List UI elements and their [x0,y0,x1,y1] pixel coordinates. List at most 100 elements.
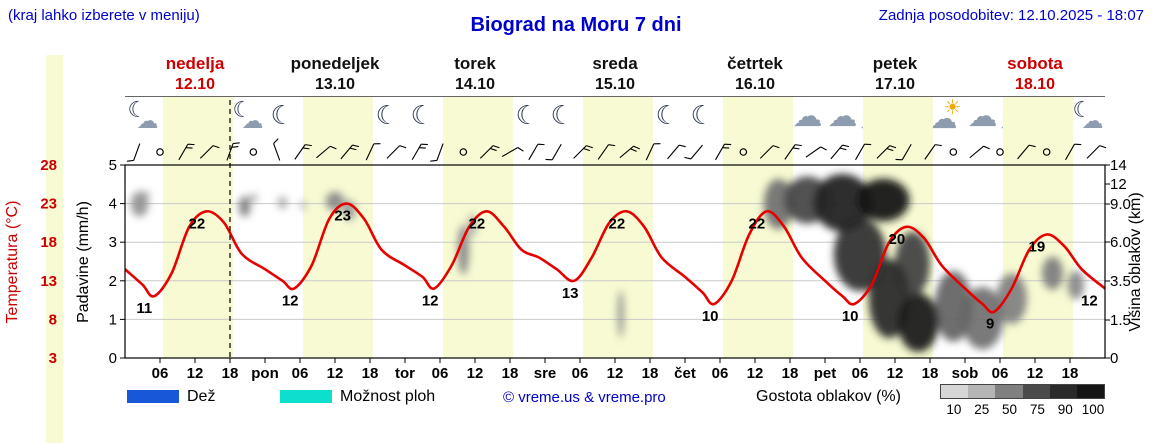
wind-barb-icon [178,143,195,161]
cloud-scale-segment [995,385,1023,398]
cloud-density-legend-label: Gostota oblakov (%) [756,388,901,405]
cloud-scale-segment [941,385,969,398]
cloud-blob [813,174,872,232]
cloud-blob [130,191,149,217]
cloud-density-scale [940,384,1105,399]
moon-cloud-weather-icon: ☾ ☁ [230,98,266,134]
moon-glyph: ☾ [515,100,539,130]
precip-tick-label: 4 [109,196,117,213]
day-date: 13.10 [314,76,356,93]
temp-value-label: 10 [842,308,859,325]
temp-tick-label: 23 [40,196,57,213]
precip-tick-label: 2 [109,273,117,290]
cloud-blob [617,290,624,338]
day-date: 12.10 [174,76,216,93]
temp-tick-label: 18 [40,234,57,251]
x-tick-label: 12 [467,365,484,382]
moon-weather-icon: ☾ [685,98,721,134]
cloud-glyph: ☁ [792,100,823,133]
cloud-blob [897,293,939,352]
temperature-curve [125,202,1105,314]
wind-barb-icon [1065,143,1082,161]
temperature-line [125,202,1105,314]
cloud-scale-tick-label: 75 [1029,402,1045,417]
copyright-link[interactable]: © vreme.us & vreme.pro [503,389,666,406]
x-tick-label: 12 [1027,365,1044,382]
x-tick-label: 06 [292,365,309,382]
cloud-tick-label: 1.5 [1110,312,1131,329]
calm-wind-icon [459,148,468,156]
cloud-blob [238,196,251,217]
cloud-scale-segment [1049,385,1077,398]
x-tick-label: 18 [222,365,239,382]
cloud-blob [1042,256,1063,290]
temp-value-label: 22 [188,215,205,232]
day-header: petek 17.10 [825,54,965,94]
day-date: 16.10 [734,76,776,93]
wind-barb-icon [597,144,616,160]
wind-barb-row [126,138,1107,162]
cloud-tick-label: 3.5 [1110,273,1131,290]
x-tick-label: 06 [152,365,169,382]
day-name: torek [454,54,496,73]
temp-value-label: 22 [468,215,485,232]
day-abbr-label: sre [534,365,557,382]
rain-legend-label: Dež [187,388,216,405]
day-header: sobota 18.10 [965,54,1105,94]
x-tick-label: 12 [327,365,344,382]
calm-wind-icon [949,148,958,156]
day-name: petek [872,54,918,73]
calm-wind-icon [996,148,1004,156]
temp-tick-label: 28 [40,157,57,174]
moon-glyph: ☾ [270,100,294,130]
wind-barb-icon [1086,145,1107,159]
x-tick-label: 12 [747,365,764,382]
cloud-blob [1067,270,1085,300]
moon-weather-icon: ☾ [265,98,301,134]
day-header: sreda 15.10 [545,54,685,94]
wind-barb-icon [924,144,942,160]
precip-tick-label: 1 [109,311,117,328]
temp-value-label: 11 [136,300,152,317]
cloud-scale-tick-label: 50 [1002,402,1018,417]
x-tick-label: 12 [607,365,624,382]
temp-value-label: 9 [986,316,994,333]
axis-ticks-and-labels: 06 12 18 pon 06 12 18 tor 06 12 18 sre 06 12 18 čet 06 12… [40,157,1131,382]
cloud-glyph: ☁ [1081,108,1104,133]
showers-legend-swatch [280,390,332,403]
day-abbr-label: sob [952,365,979,382]
cloud-blob [300,200,306,211]
day-name: ponedeljek [290,54,380,73]
cloud-blob [961,287,1004,350]
x-tick-label: 12 [887,365,904,382]
temp-tick-label: 8 [49,311,57,328]
moon-weather-icon: ☾ [650,98,686,134]
temp-tick-label: 13 [40,273,57,290]
cloud-sun-weather-icon: ☀☁ [930,98,966,134]
wind-barb-icon [1017,144,1036,160]
moon-weather-icon: ☾ [405,98,441,134]
wind-barb-icon [501,147,524,157]
day-abbr-label: tor [395,365,415,382]
wind-barb-icon [199,145,220,159]
wind-barb-icon [573,145,593,159]
wind-barb-icon [479,145,500,159]
moon-cloud-weather-icon: ☾ ☁ [125,98,161,134]
cloud-glyph: ☁ [136,108,159,133]
daylight-band [582,97,653,358]
wind-barb-icon [411,143,428,161]
day-name: sreda [592,54,638,73]
wind-barb-icon [667,144,686,160]
day-name: nedelja [165,54,225,73]
cloud-glyph: ☁ [827,100,858,133]
cloud-weather-icon: ☁ [825,98,861,134]
wind-barb-icon [759,145,780,159]
x-tick-label: 18 [1062,365,1079,382]
day-name: sobota [1007,54,1063,73]
calm-wind-icon [156,148,164,156]
wind-barb-icon [876,145,897,159]
x-tick-label: 06 [852,365,869,382]
x-tick-label: 18 [642,365,659,382]
temp-value-label: 20 [888,231,905,248]
